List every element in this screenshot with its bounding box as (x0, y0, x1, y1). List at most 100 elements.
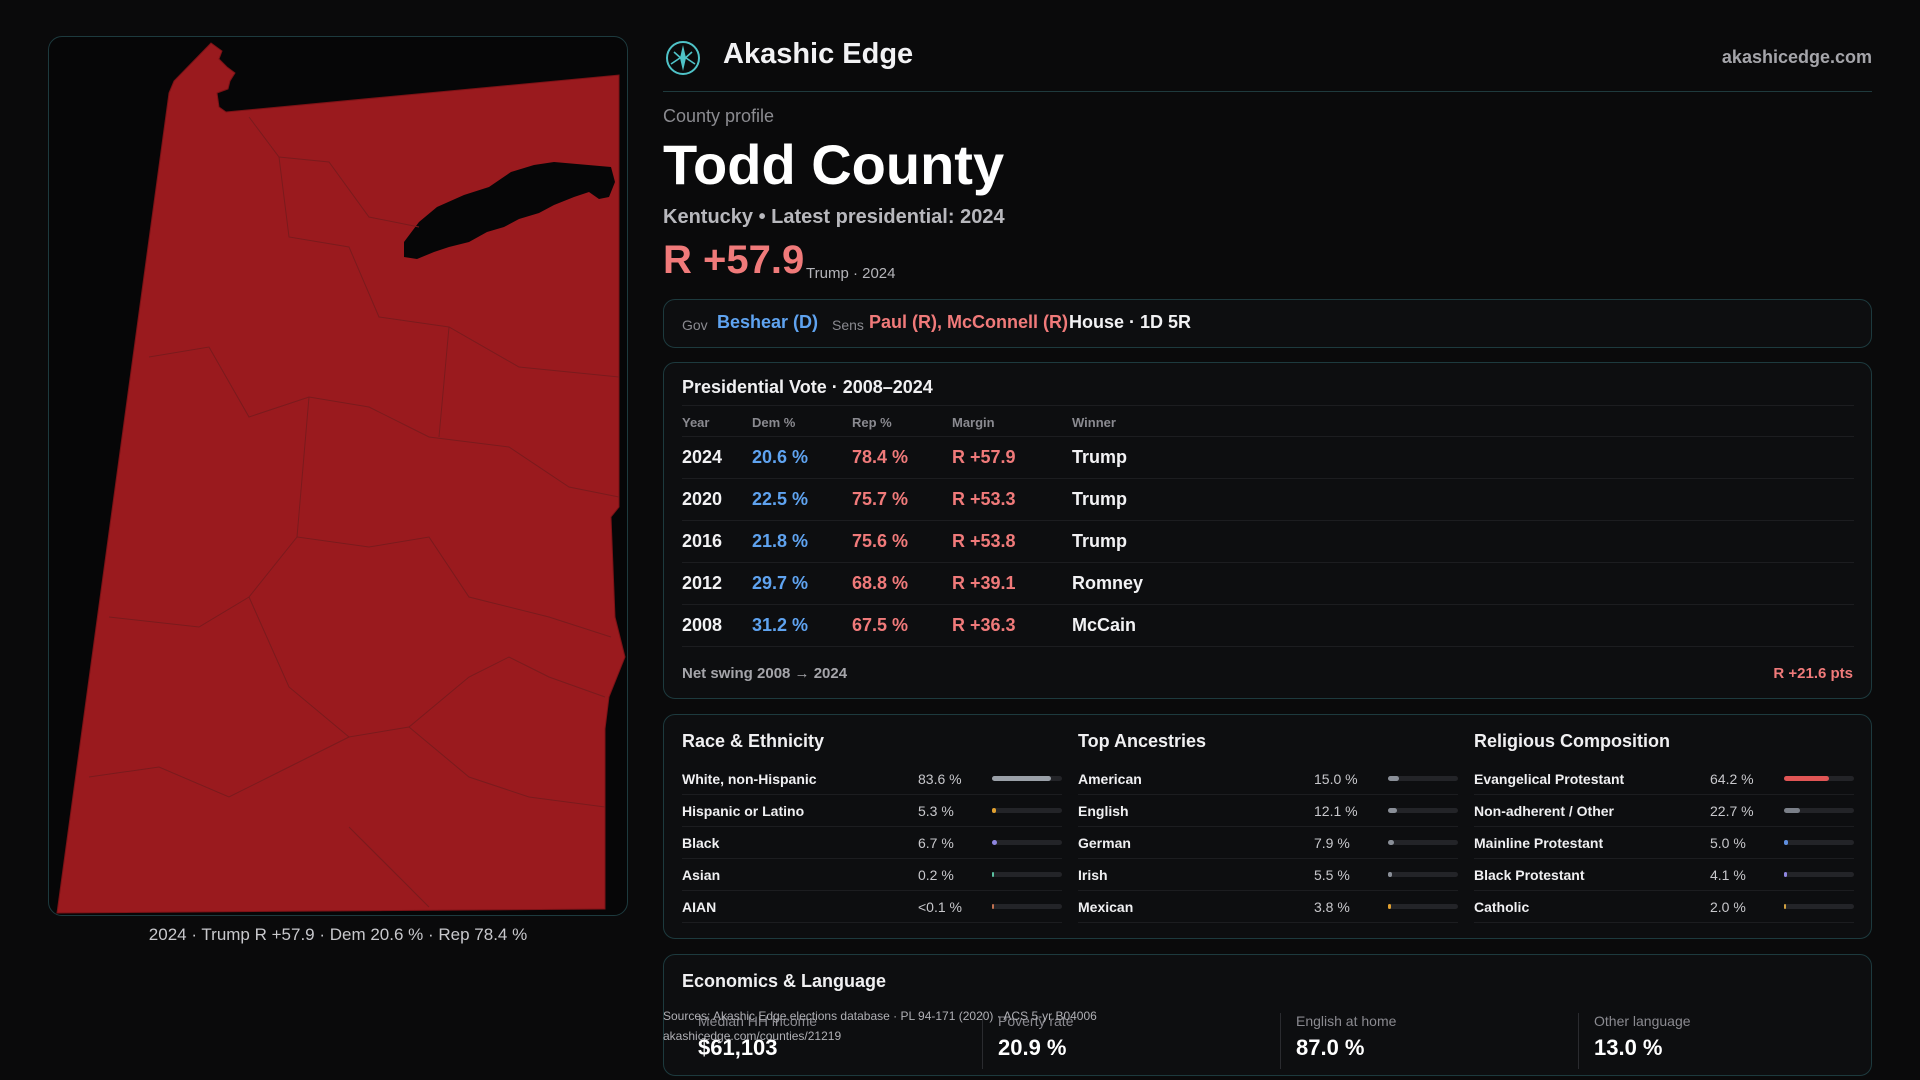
stat-value: 20.9 % (998, 1035, 1067, 1060)
economics-title: Economics & Language (682, 971, 887, 991)
profile-kicker: County profile (663, 106, 775, 126)
row-margin: R +36.3 (952, 615, 1016, 635)
item-percent: <0.1 % (918, 899, 962, 915)
item-percent: 22.7 % (1710, 803, 1754, 819)
stat-value: 87.0 % (1296, 1035, 1365, 1060)
row-margin: R +53.3 (952, 489, 1016, 509)
bar-fill (992, 904, 994, 909)
stat-label: English at home (1296, 1013, 1397, 1029)
row-year: 2024 (682, 447, 723, 467)
sources-footer: Sources: Akashic Edge elections database… (663, 1006, 1097, 1046)
sens-value: Paul (R), McConnell (R) (869, 312, 1068, 332)
officials-bar: Gov Beshear (D) Sens Paul (R), McConnell… (663, 299, 1872, 348)
item-percent: 0.2 % (918, 867, 954, 883)
ancestry-title: Top Ancestries (1078, 731, 1207, 751)
list-item: Irish 5.5 % (1078, 859, 1458, 891)
stat-value: $61,103 (698, 1035, 778, 1060)
list-item: Asian 0.2 % (682, 859, 1062, 891)
margin-note: Trump · 2024 (806, 265, 896, 282)
row-rep: 68.8 % (852, 573, 909, 593)
item-percent: 83.6 % (918, 771, 962, 787)
row-year: 2016 (682, 531, 723, 551)
stat-divider (1280, 1013, 1281, 1069)
table-row: 2024 20.6 % 78.4 % R +57.9 Trump (682, 437, 1854, 479)
bar-fill (992, 808, 996, 813)
item-name: German (1078, 835, 1131, 851)
row-rep: 78.4 % (852, 447, 909, 467)
sens-label: Sens (832, 317, 864, 333)
list-item: AIAN <0.1 % (682, 891, 1062, 923)
item-percent: 2.0 % (1710, 899, 1746, 915)
bar-fill (992, 776, 1051, 781)
stat-median-income: Median HH income $61,103 (698, 1013, 993, 1073)
bar-fill (1388, 872, 1392, 877)
row-winner: Trump (1072, 447, 1128, 467)
county-shape (56, 42, 626, 914)
header-winner: Winner (1072, 415, 1116, 430)
row-rep: 67.5 % (852, 615, 909, 635)
item-percent: 6.7 % (918, 835, 954, 851)
bar-track (1784, 840, 1854, 845)
item-name: Mexican (1078, 899, 1134, 915)
religion-title: Religious Composition (1474, 731, 1670, 751)
swing-value: R +21.6 pts (1773, 665, 1853, 682)
item-name: Black Protestant (1474, 867, 1585, 883)
bar-track (1388, 776, 1458, 781)
site-link[interactable]: akashicedge.com (1721, 47, 1872, 67)
bar-track (1388, 904, 1458, 909)
stat-value: 13.0 % (1594, 1035, 1663, 1060)
table-row: 2020 22.5 % 75.7 % R +53.3 Trump (682, 479, 1854, 521)
row-winner: Trump (1072, 489, 1128, 509)
presidential-title: Presidential Vote · 2008–2024 (682, 377, 933, 397)
gov-label: Gov (682, 317, 708, 333)
race-ethnicity-section: Race & Ethnicity White, non-Hispanic 83.6… (682, 715, 1062, 940)
bar-track (992, 776, 1062, 781)
bar-fill (1784, 840, 1788, 845)
list-item: Evangelical Protestant 64.2 % (1474, 763, 1854, 795)
item-name: White, non-Hispanic (682, 771, 817, 787)
bar-fill (1784, 872, 1787, 877)
list-item: English 12.1 % (1078, 795, 1458, 827)
list-item: Mexican 3.8 % (1078, 891, 1458, 923)
list-item: Black Protestant 4.1 % (1474, 859, 1854, 891)
bar-fill (992, 872, 994, 877)
page-title: Todd County (663, 133, 1005, 196)
stat-english-home: English at home 87.0 % (1296, 1013, 1591, 1073)
bar-track (1784, 904, 1854, 909)
bar-track (992, 904, 1062, 909)
item-name: AIAN (682, 899, 717, 915)
bar-fill (1388, 808, 1397, 813)
header-margin: Margin (952, 415, 995, 430)
sources-url[interactable]: akashicedge.com/counties/21219 (663, 1029, 842, 1043)
bar-track (1784, 776, 1854, 781)
bar-track (992, 872, 1062, 877)
item-name: American (1078, 771, 1142, 787)
header-rep: Rep % (852, 415, 892, 430)
item-name: Asian (682, 867, 721, 883)
row-margin: R +39.1 (952, 573, 1016, 593)
header-dem: Dem % (752, 415, 796, 430)
row-year: 2020 (682, 489, 723, 509)
row-year: 2008 (682, 615, 723, 635)
list-item: Black 6.7 % (682, 827, 1062, 859)
bar-fill (1388, 776, 1399, 781)
stat-label: Median HH income (698, 1013, 818, 1029)
item-name: Black (682, 835, 720, 851)
row-margin: R +53.8 (952, 531, 1016, 551)
ancestry-section: Top Ancestries American 15.0 % English 12.1… (1078, 715, 1458, 940)
list-item: Catholic 2.0 % (1474, 891, 1854, 923)
sources-text: Sources: Akashic Edge elections database… (663, 1009, 1097, 1023)
margin-badge: R +57.9 (663, 238, 805, 282)
row-rep: 75.6 % (852, 531, 909, 551)
religion-section: Religious Composition Evangelical Protes… (1474, 715, 1854, 940)
row-dem: 29.7 % (752, 573, 809, 593)
bar-track (992, 840, 1062, 845)
bar-track (1784, 872, 1854, 877)
bar-track (1388, 808, 1458, 813)
county-map[interactable] (48, 36, 628, 916)
bar-fill (1784, 808, 1800, 813)
item-name: Evangelical Protestant (1474, 771, 1625, 787)
row-dem: 31.2 % (752, 615, 809, 635)
item-percent: 64.2 % (1710, 771, 1754, 787)
brand-name: Akashic Edge (723, 38, 914, 70)
